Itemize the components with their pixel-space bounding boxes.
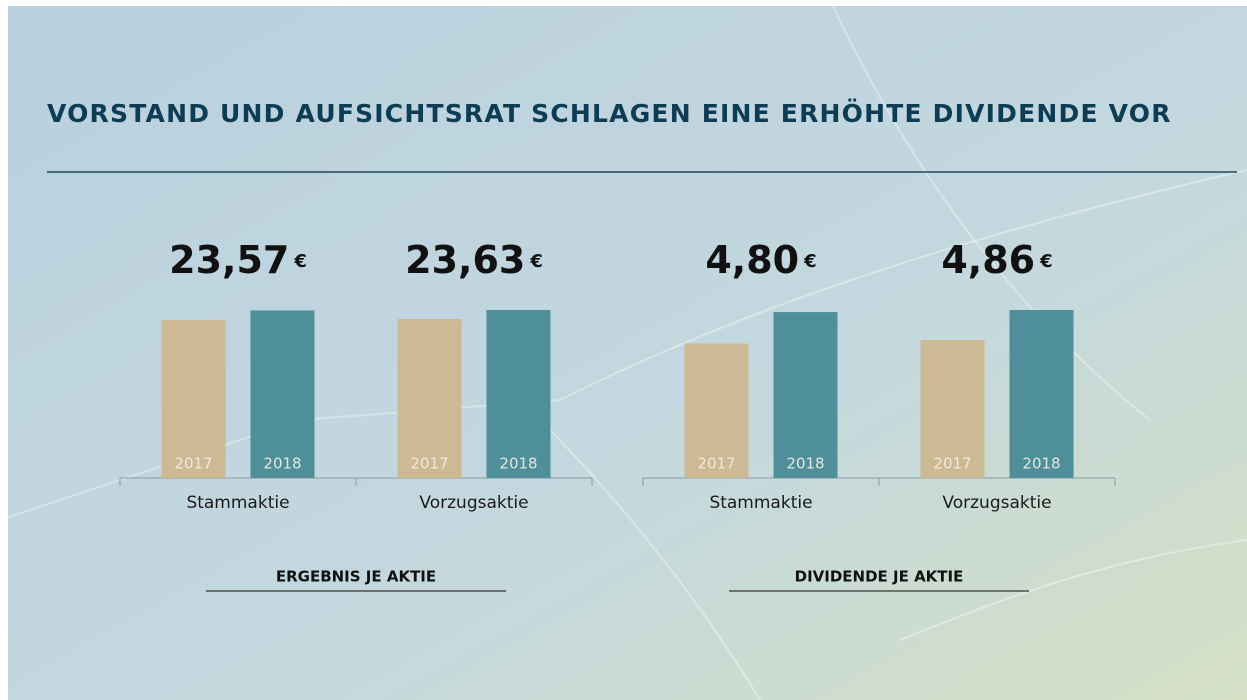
bar: [773, 312, 838, 478]
category-label: Stammaktie: [709, 493, 812, 513]
category-label: Vorzugsaktie: [419, 493, 528, 513]
bar-year-label: 2018: [1022, 455, 1060, 473]
unit-label: €: [293, 251, 307, 272]
bar: [920, 340, 985, 478]
bar-year-label: 2017: [933, 455, 971, 473]
chart-title: DIVIDENDE JE AKTIE: [795, 568, 964, 586]
bar-year-label: 2018: [263, 455, 301, 473]
unit-label: €: [803, 251, 817, 272]
value-label: 4,86: [941, 238, 1035, 282]
bar-year-label: 2017: [174, 455, 212, 473]
value-label: 4,80: [705, 238, 799, 282]
bar-year-label: 2017: [410, 455, 448, 473]
bar: [397, 319, 462, 478]
page-title: VORSTAND UND AUFSICHTSRAT SCHLAGEN EINE …: [47, 98, 1172, 128]
chart-title: ERGEBNIS JE AKTIE: [276, 568, 436, 586]
bar-year-label: 2018: [786, 455, 824, 473]
unit-label: €: [1039, 251, 1053, 272]
bar-year-label: 2017: [697, 455, 735, 473]
bar: [486, 310, 551, 478]
bar: [250, 310, 315, 478]
category-label: Vorzugsaktie: [942, 493, 1051, 513]
headline-value: 4,86 €: [941, 238, 1052, 282]
headline-value: 23,63 €: [405, 238, 543, 282]
bar: [684, 343, 749, 478]
headline-value: 4,80 €: [705, 238, 816, 282]
category-label: Stammaktie: [186, 493, 289, 513]
bar: [1009, 310, 1074, 478]
headline-value: 23,57 €: [169, 238, 307, 282]
bar-year-label: 2018: [499, 455, 537, 473]
value-label: 23,63: [405, 238, 525, 282]
value-label: 23,57: [169, 238, 289, 282]
unit-label: €: [529, 251, 543, 272]
bar: [161, 320, 226, 478]
